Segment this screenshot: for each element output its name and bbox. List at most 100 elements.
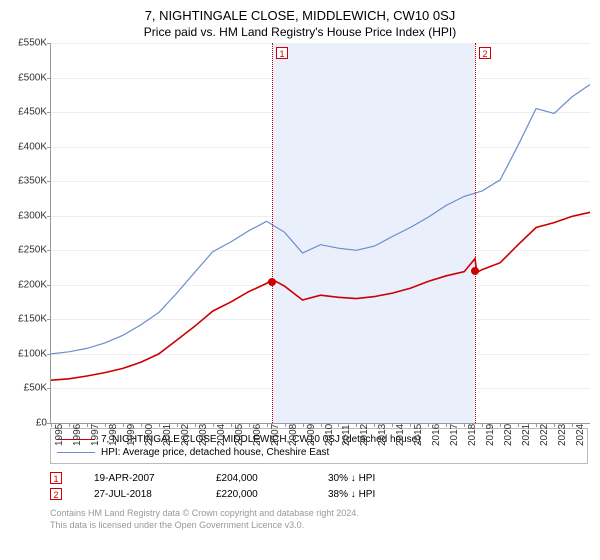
chart-lines	[51, 43, 590, 423]
ytick-mark	[47, 285, 51, 286]
xtick-mark	[51, 423, 52, 427]
detail-date: 27-JUL-2018	[94, 489, 184, 500]
event-dot	[268, 278, 276, 286]
xtick-label: 1996	[72, 424, 83, 446]
xtick-label: 2006	[252, 424, 263, 446]
legend-label: HPI: Average price, detached house, Ches…	[101, 447, 329, 458]
ytick-label: £350K	[3, 176, 47, 187]
detail-date: 19-APR-2007	[94, 473, 184, 484]
xtick-label: 2000	[144, 424, 155, 446]
xtick-label: 2011	[341, 424, 352, 446]
xtick-label: 1998	[108, 424, 119, 446]
ytick-label: £550K	[3, 38, 47, 49]
xtick-mark	[213, 423, 214, 427]
xtick-label: 2013	[377, 424, 388, 446]
xtick-label: 2021	[521, 424, 532, 446]
event-line	[272, 43, 273, 423]
xtick-label: 1999	[126, 424, 137, 446]
ytick-mark	[47, 147, 51, 148]
xtick-mark	[464, 423, 465, 427]
detail-row: 2 27-JUL-2018 £220,000 38% ↓ HPI	[50, 486, 588, 502]
xtick-mark	[159, 423, 160, 427]
ytick-label: £400K	[3, 141, 47, 152]
xtick-mark	[518, 423, 519, 427]
ytick-label: £450K	[3, 107, 47, 118]
xtick-label: 2018	[467, 424, 478, 446]
xtick-mark	[105, 423, 106, 427]
ytick-mark	[47, 250, 51, 251]
xtick-label: 2008	[288, 424, 299, 446]
xtick-mark	[285, 423, 286, 427]
xtick-mark	[321, 423, 322, 427]
page-title: 7, NIGHTINGALE CLOSE, MIDDLEWICH, CW10 0…	[0, 0, 600, 23]
xtick-label: 2017	[449, 424, 460, 446]
xtick-mark	[267, 423, 268, 427]
ytick-mark	[47, 112, 51, 113]
xtick-mark	[177, 423, 178, 427]
ytick-label: £0	[3, 418, 47, 429]
event-table: 1 19-APR-2007 £204,000 30% ↓ HPI 2 27-JUL-201…	[50, 470, 588, 502]
ytick-label: £100K	[3, 348, 47, 359]
ytick-mark	[47, 216, 51, 217]
xtick-mark	[392, 423, 393, 427]
xtick-label: 1995	[54, 424, 65, 446]
xtick-label: 2020	[503, 424, 514, 446]
price-chart: £0£50K£100K£150K£200K£250K£300K£350K£400…	[50, 43, 590, 424]
xtick-mark	[410, 423, 411, 427]
xtick-label: 2016	[431, 424, 442, 446]
ytick-mark	[47, 43, 51, 44]
detail-row: 1 19-APR-2007 £204,000 30% ↓ HPI	[50, 470, 588, 486]
ytick-label: £200K	[3, 279, 47, 290]
ytick-label: £250K	[3, 245, 47, 256]
xtick-label: 2003	[198, 424, 209, 446]
xtick-label: 1997	[90, 424, 101, 446]
footer-line-1: Contains HM Land Registry data © Crown c…	[50, 508, 588, 520]
xtick-mark	[374, 423, 375, 427]
xtick-mark	[303, 423, 304, 427]
xtick-mark	[536, 423, 537, 427]
xtick-mark	[500, 423, 501, 427]
series-line	[51, 85, 590, 354]
xtick-label: 2019	[485, 424, 496, 446]
legend-swatch	[57, 452, 95, 453]
xtick-mark	[69, 423, 70, 427]
ytick-mark	[47, 388, 51, 389]
series-line	[51, 212, 590, 380]
xtick-mark	[87, 423, 88, 427]
xtick-label: 2010	[324, 424, 335, 446]
detail-price: £204,000	[216, 473, 296, 484]
detail-marker-box: 1	[50, 472, 62, 484]
xtick-mark	[338, 423, 339, 427]
xtick-label: 2004	[216, 424, 227, 446]
xtick-mark	[428, 423, 429, 427]
detail-price: £220,000	[216, 489, 296, 500]
ytick-label: £50K	[3, 383, 47, 394]
detail-delta: 38% ↓ HPI	[328, 489, 375, 500]
event-marker-box: 2	[479, 47, 491, 59]
xtick-label: 2024	[575, 424, 586, 446]
ytick-label: £300K	[3, 210, 47, 221]
ytick-mark	[47, 78, 51, 79]
xtick-mark	[123, 423, 124, 427]
ytick-mark	[47, 181, 51, 182]
xtick-mark	[554, 423, 555, 427]
xtick-mark	[231, 423, 232, 427]
xtick-label: 2015	[413, 424, 424, 446]
xtick-label: 2002	[180, 424, 191, 446]
xtick-label: 2009	[306, 424, 317, 446]
xtick-mark	[141, 423, 142, 427]
legend-row: HPI: Average price, detached house, Ches…	[57, 446, 581, 459]
xtick-mark	[356, 423, 357, 427]
xtick-label: 2014	[395, 424, 406, 446]
event-marker-box: 1	[276, 47, 288, 59]
xtick-label: 2007	[270, 424, 281, 446]
xtick-label: 2001	[162, 424, 173, 446]
xtick-mark	[572, 423, 573, 427]
ytick-label: £150K	[3, 314, 47, 325]
detail-marker-box: 2	[50, 488, 62, 500]
xtick-label: 2022	[539, 424, 550, 446]
xtick-mark	[249, 423, 250, 427]
event-line	[475, 43, 476, 423]
detail-delta: 30% ↓ HPI	[328, 473, 375, 484]
xtick-mark	[482, 423, 483, 427]
